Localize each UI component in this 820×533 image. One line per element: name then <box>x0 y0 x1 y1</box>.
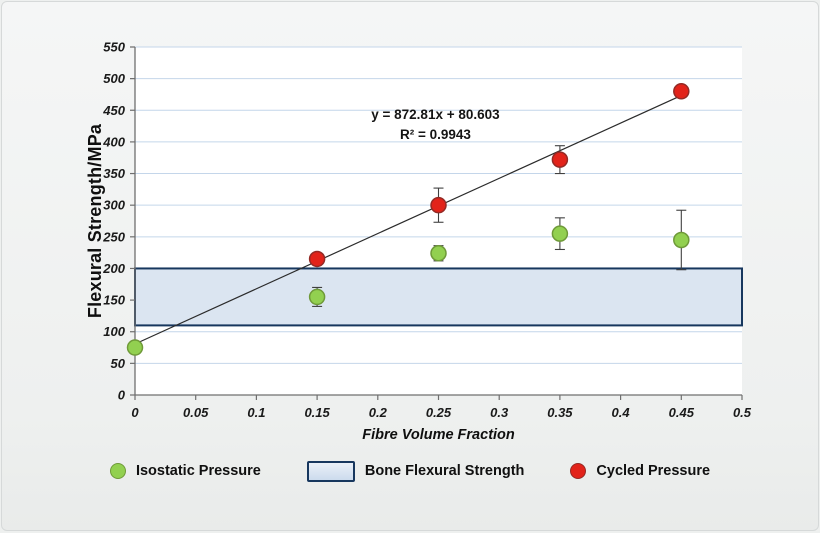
data-point-cycled-pressure <box>673 83 690 100</box>
data-point-cycled-pressure <box>551 151 569 168</box>
y-axis-title: Flexural Strength/MPa <box>85 123 105 318</box>
legend-label: Isostatic Pressure <box>135 463 261 479</box>
chart-legend: Isostatic Pressure Bone Flexural Strengt… <box>2 454 818 488</box>
trendline-r-squared: R² = 0.9943 <box>400 127 471 142</box>
red-circle-marker <box>570 463 587 479</box>
bone-strength-band <box>134 267 743 327</box>
x-tick-label: 0.25 <box>426 405 452 420</box>
y-tick-label: 350 <box>103 166 125 181</box>
x-tick-label: 0.2 <box>369 405 388 420</box>
x-axis-title: Fibre Volume Fraction <box>362 427 515 443</box>
legend-item-bone-flexural-strength: Bone Flexural Strength <box>306 460 525 482</box>
data-point-isostatic-pressure <box>551 225 569 242</box>
x-tick-label: 0 <box>131 405 139 420</box>
y-tick-label: 100 <box>103 324 125 339</box>
legend-item-cycled-pressure: Cycled Pressure <box>570 463 710 479</box>
data-point-cycled-pressure <box>308 250 326 268</box>
y-tick-label: 400 <box>102 134 125 149</box>
y-tick-label: 250 <box>102 229 125 244</box>
legend-label: Bone Flexural Strength <box>364 463 525 479</box>
data-point-isostatic-pressure <box>430 245 447 262</box>
x-tick-label: 0.3 <box>490 405 509 420</box>
x-tick-label: 0.4 <box>612 405 631 420</box>
band-swatch-marker <box>306 460 355 482</box>
data-point-isostatic-pressure <box>308 288 326 306</box>
x-tick-label: 0.35 <box>547 405 573 420</box>
x-tick-label: 0.05 <box>183 405 209 420</box>
trend-line <box>134 91 689 345</box>
y-tick-label: 450 <box>102 103 125 118</box>
y-tick-label: 0 <box>118 388 126 403</box>
y-tick-label: 150 <box>103 293 125 308</box>
y-tick-label: 200 <box>102 261 125 276</box>
x-tick-label: 0.15 <box>304 405 330 420</box>
y-tick-label: 500 <box>103 71 125 86</box>
green-circle-marker <box>109 463 126 479</box>
x-tick-label: 0.5 <box>733 405 752 420</box>
legend-item-isostatic-pressure: Isostatic Pressure <box>109 463 261 479</box>
data-point-isostatic-pressure <box>673 231 690 249</box>
chart-canvas: 0 50 100 150 200 250 300 350 400 450 500 550 0 0.05 0.… <box>85 40 752 444</box>
legend-label: Cycled Pressure <box>596 463 711 479</box>
x-tick-label: 0.1 <box>247 405 265 420</box>
trendline-equation: y = 872.81x + 80.603 <box>371 107 500 122</box>
y-tick-label: 50 <box>111 356 126 371</box>
x-tick-label: 0.45 <box>669 405 695 420</box>
data-point-cycled-pressure <box>430 196 447 214</box>
data-point-isostatic-pressure <box>126 339 144 356</box>
y-tick-label: 300 <box>103 198 125 213</box>
y-tick-label: 550 <box>103 40 125 55</box>
